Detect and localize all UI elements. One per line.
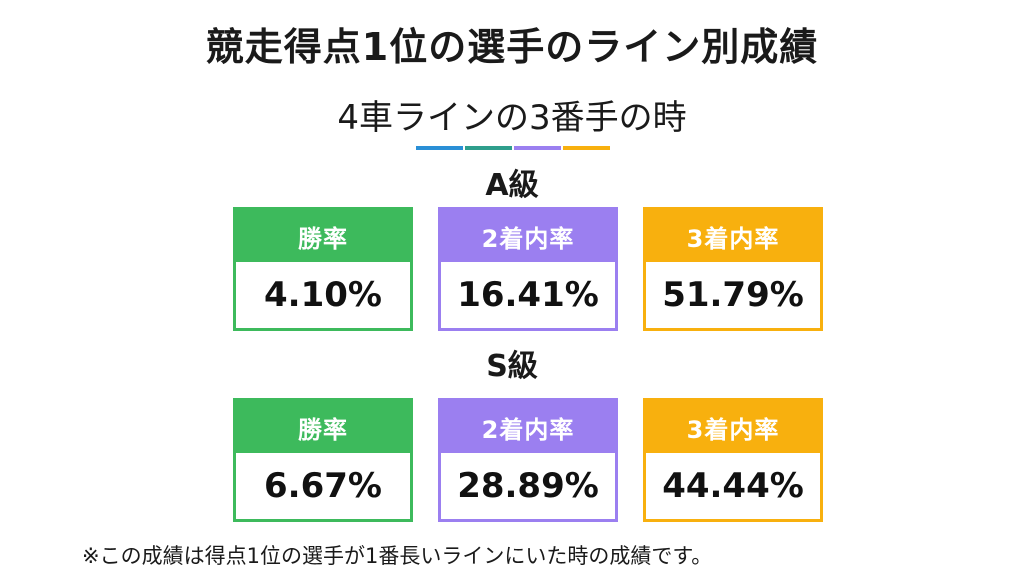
card-a-top3-rate: 3着内率 51.79% xyxy=(643,207,823,331)
card-a-win-rate: 勝率 4.10% xyxy=(233,207,413,331)
card-value: 6.67% xyxy=(264,466,382,506)
divider-green xyxy=(465,146,512,150)
divider-blue xyxy=(416,146,463,150)
color-divider xyxy=(416,146,610,150)
divider-orange xyxy=(563,146,610,150)
page-subtitle: 4車ラインの3番手の時 xyxy=(337,98,687,138)
card-s-top2-rate: 2着内率 28.89% xyxy=(438,398,618,522)
footnote: ※この成績は得点1位の選手が1番長いラインにいた時の成績です。 xyxy=(82,544,713,568)
card-s-top3-rate: 3着内率 44.44% xyxy=(643,398,823,522)
card-header: 2着内率 xyxy=(441,401,615,453)
card-value: 44.44% xyxy=(662,466,804,506)
card-header: 3着内率 xyxy=(646,401,820,453)
card-value: 4.10% xyxy=(264,275,382,315)
divider-purple xyxy=(514,146,561,150)
grade-label-s: S級 xyxy=(486,349,538,384)
card-header: 2着内率 xyxy=(441,210,615,262)
card-a-top2-rate: 2着内率 16.41% xyxy=(438,207,618,331)
card-s-win-rate: 勝率 6.67% xyxy=(233,398,413,522)
card-header: 勝率 xyxy=(236,401,410,453)
page-title: 競走得点1位の選手のライン別成績 xyxy=(205,25,819,69)
card-value: 16.41% xyxy=(457,275,599,315)
card-header: 3着内率 xyxy=(646,210,820,262)
card-value: 51.79% xyxy=(662,275,804,315)
card-header: 勝率 xyxy=(236,210,410,262)
grade-label-a: A級 xyxy=(485,168,539,203)
card-value: 28.89% xyxy=(457,466,599,506)
